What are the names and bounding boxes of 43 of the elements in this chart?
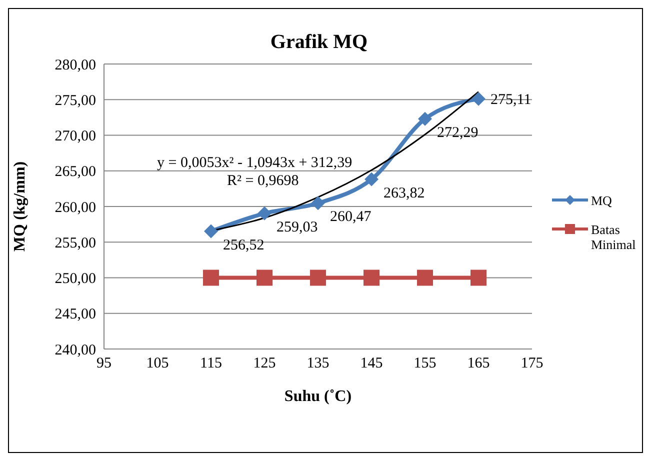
x-tick-label: 165 — [467, 356, 490, 372]
point — [418, 112, 432, 126]
data-label: 263,82 — [384, 185, 425, 202]
point — [203, 270, 219, 286]
x-tick-label: 135 — [306, 356, 330, 372]
y-tick-label: 240,00 — [54, 342, 96, 358]
chart-title: Grafik MQ — [269, 31, 369, 54]
y-tick-label: 255,00 — [54, 235, 96, 252]
data-label: 275,11 — [490, 92, 532, 108]
x-tick-label: 95 — [96, 356, 112, 372]
point — [310, 270, 326, 286]
y-tick-label: 245,00 — [54, 306, 96, 323]
y-tick-label: 280,00 — [54, 57, 96, 74]
legend-label: Batas Minimal — [591, 222, 637, 252]
x-tick-label: 175 — [520, 356, 544, 372]
x-tick-label: 115 — [200, 356, 222, 372]
point — [470, 270, 486, 286]
point — [311, 196, 325, 210]
data-label: 259,03 — [276, 219, 318, 236]
legend-label: MQ — [591, 192, 612, 208]
annotation: y = 0,0053x² - 1,0943x + 312,39 — [157, 155, 352, 172]
x-tick-label: 145 — [360, 356, 383, 372]
data-label: 260,47 — [330, 209, 372, 226]
point — [258, 206, 272, 220]
x-axis-title: Suhu (˚C) — [284, 388, 352, 405]
point — [204, 224, 218, 238]
annotation: R² = 0,9698 — [227, 173, 299, 190]
point — [364, 172, 378, 186]
x-tick-label: 155 — [414, 356, 436, 372]
point — [472, 92, 486, 106]
y-tick-label: 250,00 — [54, 271, 96, 288]
y-tick-label: 265,00 — [54, 164, 96, 180]
y-axis-title: MQ (kg/mm) — [12, 161, 29, 252]
point — [417, 270, 433, 286]
data-label: 272,29 — [437, 124, 478, 141]
y-tick-label: 275,00 — [54, 92, 96, 109]
y-tick-label: 270,00 — [54, 128, 96, 145]
point — [256, 270, 272, 286]
x-tick-label: 125 — [253, 356, 276, 372]
data-label: 256,52 — [223, 237, 264, 254]
point — [364, 270, 380, 286]
x-tick-label: 105 — [146, 356, 169, 372]
y-tick-label: 260,00 — [54, 200, 96, 216]
